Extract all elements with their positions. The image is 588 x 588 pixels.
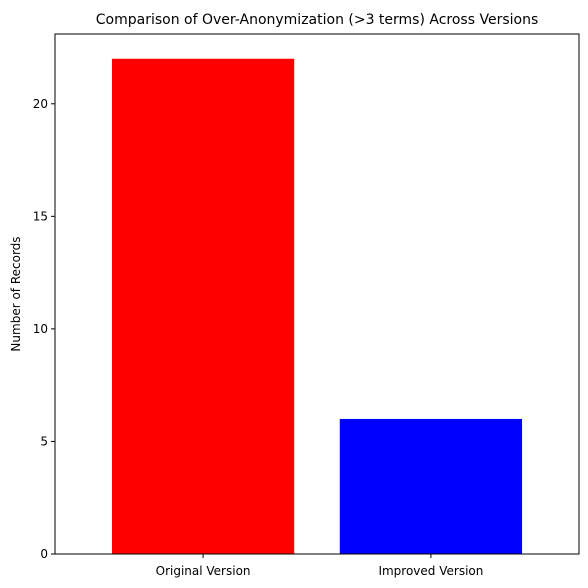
- bars-layer: [111, 58, 523, 555]
- y-axis-ticks: 0 5 10 15 20: [33, 97, 55, 561]
- y-tick-label: 0: [40, 547, 48, 561]
- chart-title: Comparison of Over-Anonymization (>3 ter…: [96, 12, 539, 28]
- y-tick-label: 20: [33, 97, 48, 111]
- x-tick-label: Improved Version: [378, 564, 483, 578]
- y-tick-label: 15: [33, 209, 48, 223]
- y-tick-label: 5: [40, 434, 48, 448]
- y-tick-label: 10: [33, 322, 48, 336]
- x-axis-ticks: Original Version Improved Version: [156, 554, 483, 578]
- bar-improved-version: [339, 418, 523, 554]
- x-tick-label: Original Version: [156, 564, 251, 578]
- axes-frame: [54, 33, 580, 555]
- bar-original-version: [111, 58, 295, 555]
- plot-frame: [54, 33, 580, 555]
- y-axis-label: Number of Records: [9, 236, 23, 351]
